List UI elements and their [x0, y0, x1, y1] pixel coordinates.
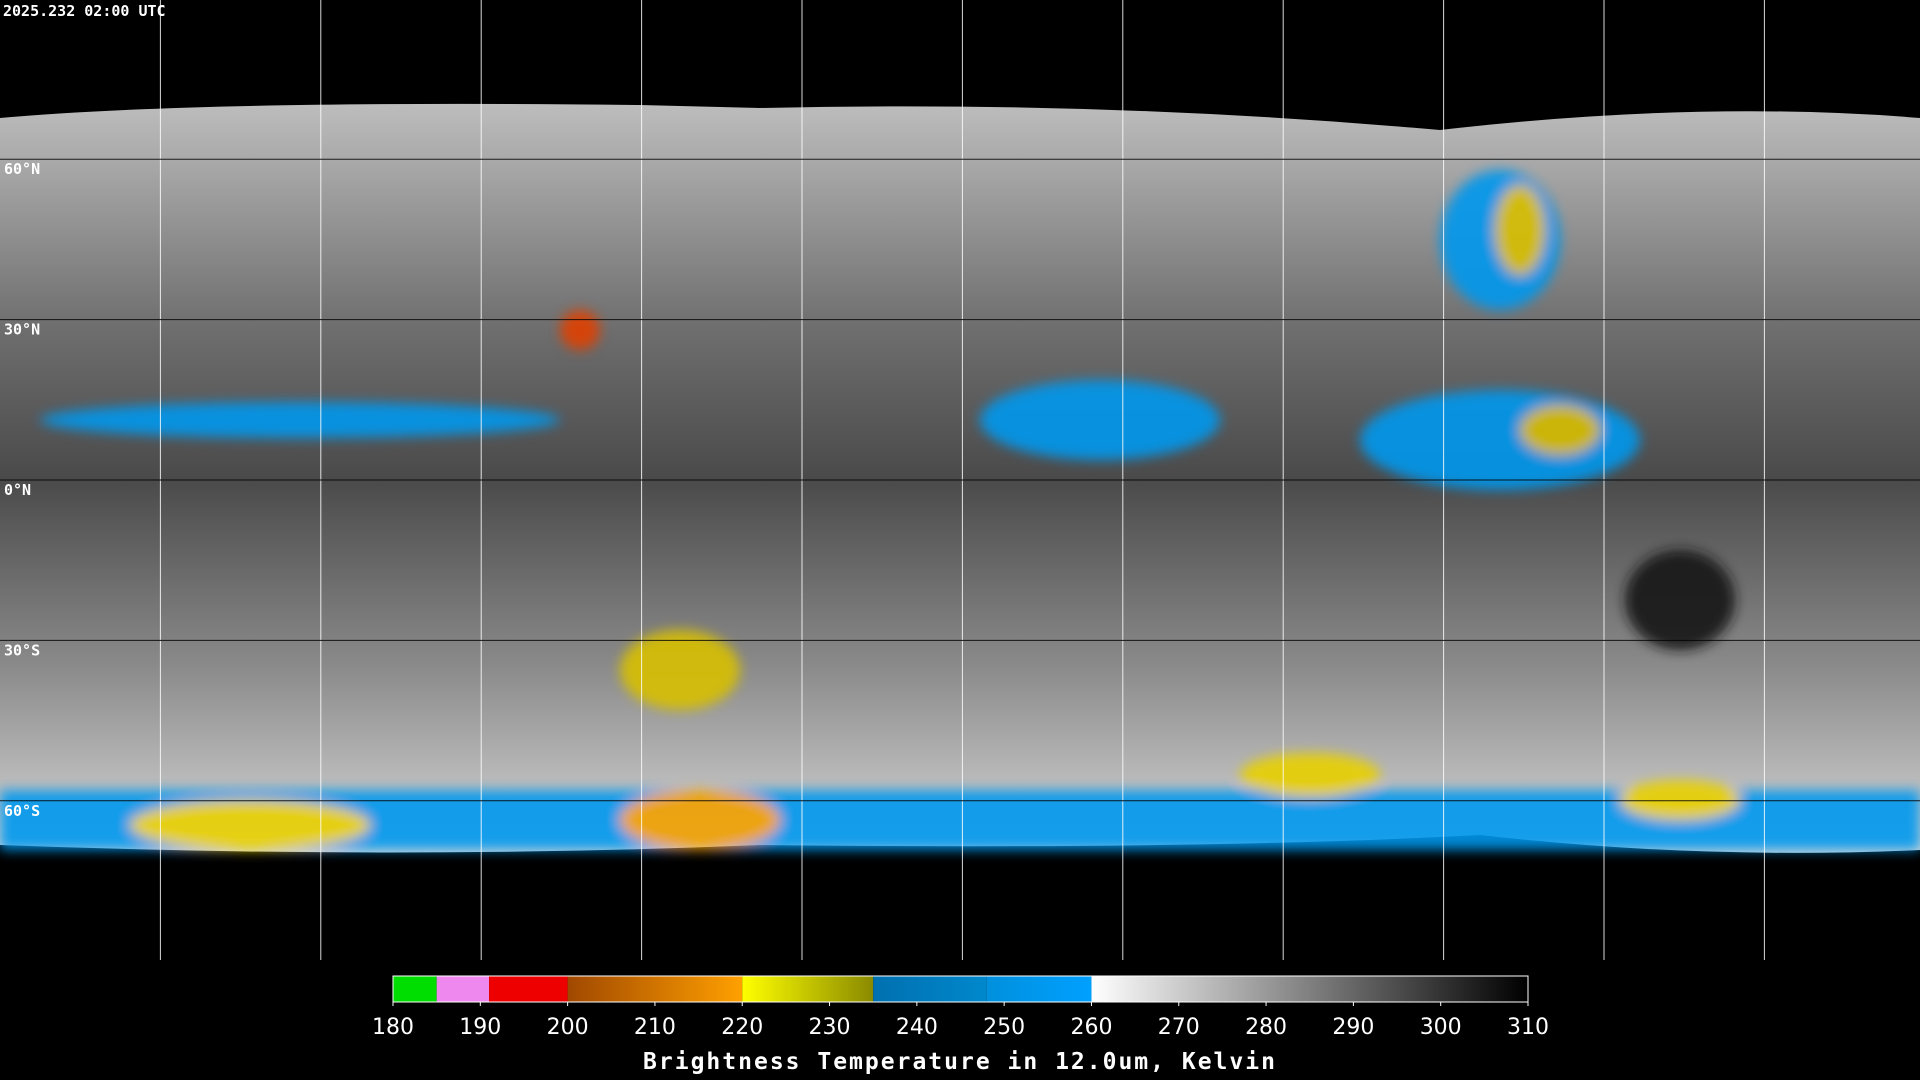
colorbar-frame [392, 975, 1529, 1003]
imagery [0, 103, 1920, 853]
colorbar-tick-label: 200 [547, 1015, 589, 1040]
colorbar: 180 190 200 210 220 230 240 250 260 270 280 290 300 3… [372, 975, 1549, 1040]
colorbar-tick-label: 290 [1332, 1015, 1374, 1040]
colorbar-segment [489, 976, 568, 1002]
colorbar-segment [1091, 976, 1528, 1002]
latitude-label: 60°S [4, 802, 40, 820]
colorbar-tick-label: 180 [372, 1015, 414, 1040]
colorbar-title: Brightness Temperature in 12.0um, Kelvin [643, 1049, 1277, 1075]
colorbar-segment [436, 976, 490, 1002]
colorbar-tick-label: 310 [1507, 1015, 1549, 1040]
colorbar-tick-label: 280 [1245, 1015, 1287, 1040]
latitude-label: 30°N [4, 321, 40, 339]
colorbar-tick-label: 220 [721, 1015, 763, 1040]
colorbar-segment [742, 976, 874, 1002]
colorbar-tick-label: 300 [1420, 1015, 1462, 1040]
colorbar-tick-label: 210 [634, 1015, 676, 1040]
colorbar-segment [986, 976, 1092, 1002]
latitude-label: 0°N [4, 481, 31, 499]
colorbar-tick-label: 230 [809, 1015, 851, 1040]
timestamp: 2025.232 02:00 UTC [3, 2, 166, 20]
colorbar-segment [393, 976, 437, 1002]
latitude-label: 30°S [4, 641, 40, 659]
latitude-labels: 60°N 30°N 0°N 30°S 60°S [4, 160, 40, 820]
latitude-label: 60°N [4, 160, 40, 178]
colorbar-tick-label: 190 [459, 1015, 501, 1040]
colorbar-tick-label: 270 [1158, 1015, 1200, 1040]
colorbar-tick-label: 240 [896, 1015, 938, 1040]
colorbar-tick-label: 250 [983, 1015, 1025, 1040]
colorbar-tick-label: 260 [1070, 1015, 1112, 1040]
graticule [159, 0, 1765, 960]
colorbar-segment [873, 976, 987, 1002]
colorbar-segment [567, 976, 743, 1002]
